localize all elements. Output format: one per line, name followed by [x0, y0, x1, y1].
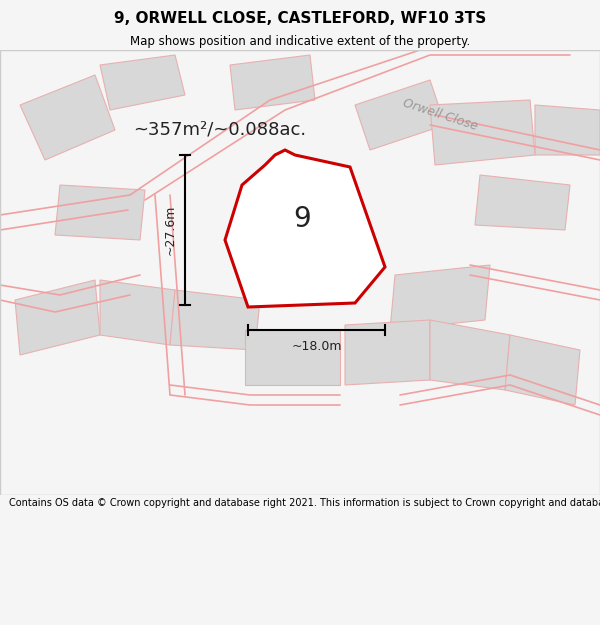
Polygon shape [230, 55, 315, 110]
Text: Orwell Close: Orwell Close [401, 97, 479, 133]
Polygon shape [535, 105, 600, 155]
Polygon shape [430, 320, 510, 390]
Polygon shape [100, 280, 175, 345]
Text: ~27.6m: ~27.6m [164, 205, 177, 255]
Polygon shape [475, 175, 570, 230]
Polygon shape [345, 320, 430, 385]
Polygon shape [55, 185, 145, 240]
Text: Contains OS data © Crown copyright and database right 2021. This information is : Contains OS data © Crown copyright and d… [9, 498, 600, 508]
Polygon shape [100, 55, 185, 110]
Text: ~18.0m: ~18.0m [291, 340, 342, 353]
Polygon shape [505, 335, 580, 405]
Text: ~357m²/~0.088ac.: ~357m²/~0.088ac. [133, 121, 307, 139]
Polygon shape [225, 150, 385, 307]
Polygon shape [355, 80, 445, 150]
Text: 9, ORWELL CLOSE, CASTLEFORD, WF10 3TS: 9, ORWELL CLOSE, CASTLEFORD, WF10 3TS [114, 11, 486, 26]
Text: Map shows position and indicative extent of the property.: Map shows position and indicative extent… [130, 35, 470, 48]
Polygon shape [170, 290, 260, 350]
Polygon shape [20, 75, 115, 160]
Polygon shape [390, 265, 490, 330]
Polygon shape [245, 330, 340, 385]
Text: 9: 9 [293, 206, 311, 233]
Polygon shape [15, 280, 100, 355]
Polygon shape [430, 100, 535, 165]
